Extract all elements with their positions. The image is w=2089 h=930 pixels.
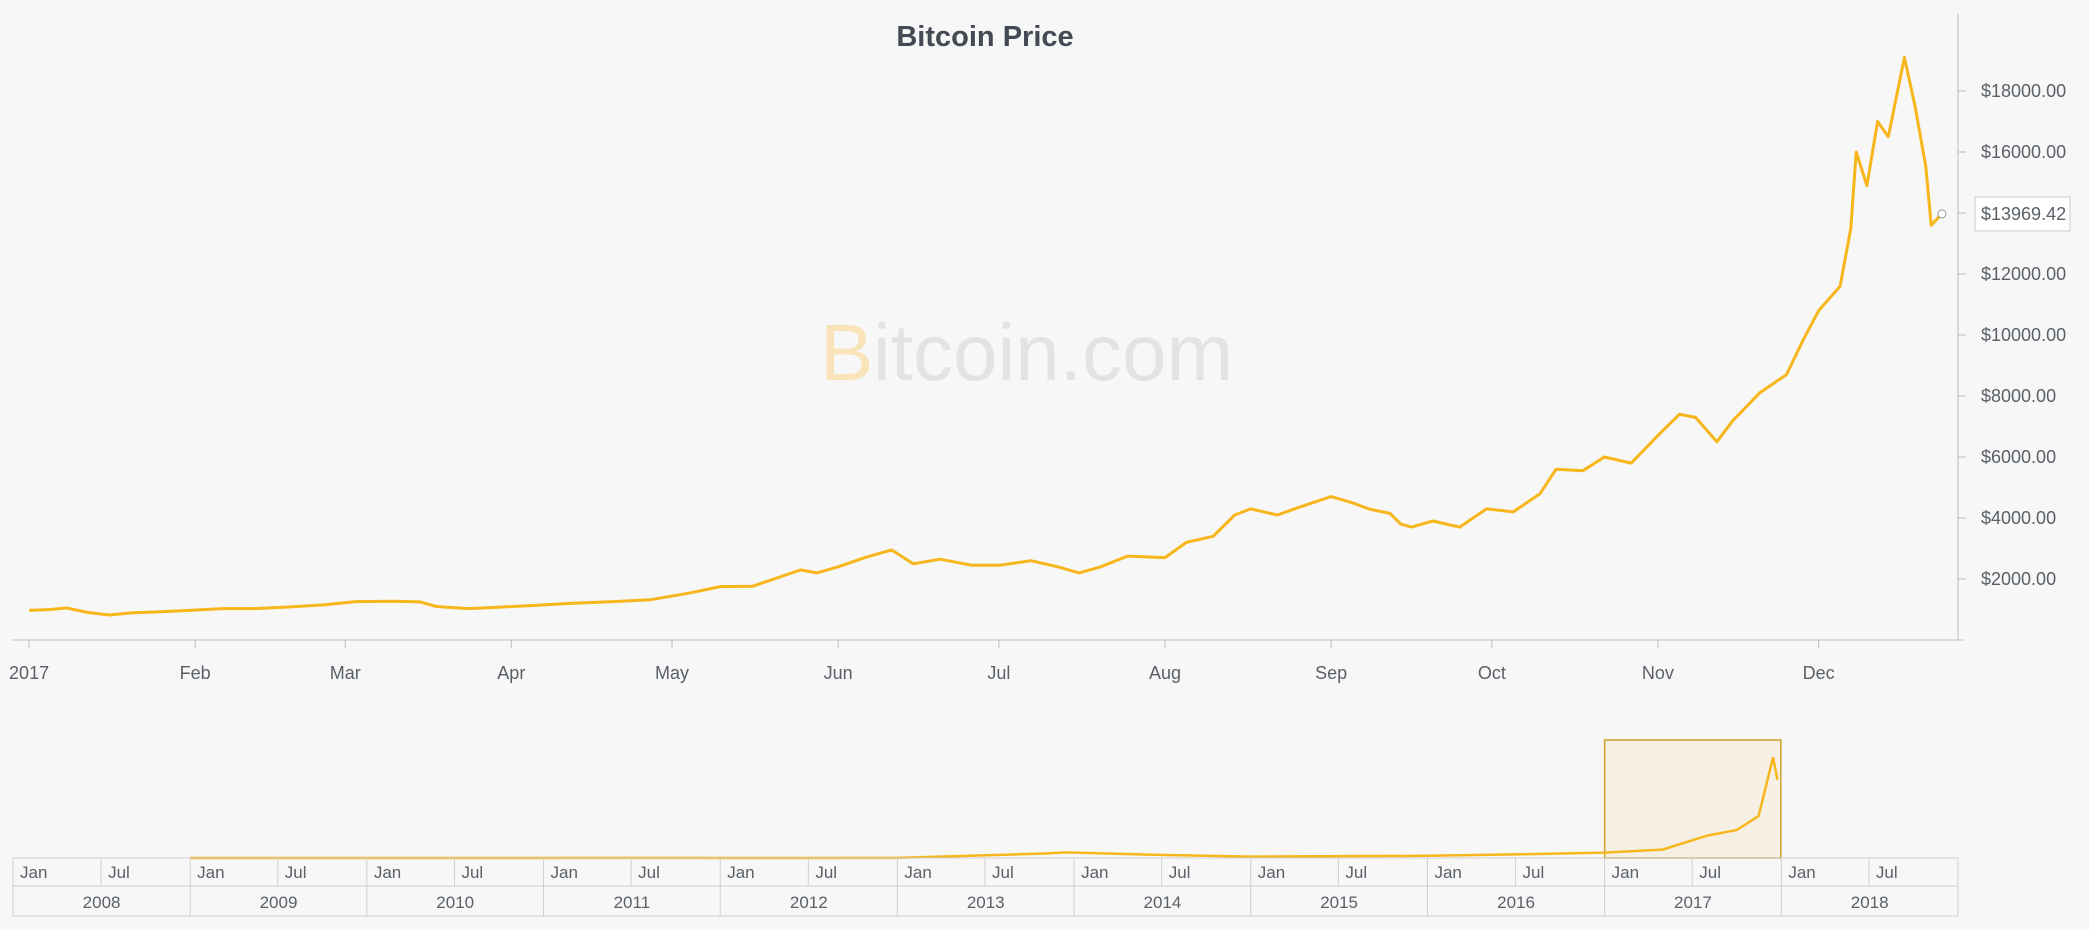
navigator-month-label: Jul bbox=[285, 863, 307, 882]
navigator-series-line bbox=[190, 756, 1779, 860]
y-tick-label: $16000.00 bbox=[1981, 142, 2066, 162]
y-tick-label: $10000.00 bbox=[1981, 325, 2066, 345]
x-tick-label: Feb bbox=[180, 663, 211, 683]
x-tick-label: Sep bbox=[1315, 663, 1347, 683]
x-tick-label: Mar bbox=[330, 663, 361, 683]
x-tick-label: Oct bbox=[1478, 663, 1506, 683]
y-tick-label: $6000.00 bbox=[1981, 447, 2056, 467]
navigator-selection bbox=[1603, 739, 1782, 859]
navigator-year-label: 2016 bbox=[1497, 893, 1535, 912]
navigator-month-label: Jul bbox=[1169, 863, 1191, 882]
navigator-month-label: Jan bbox=[727, 863, 754, 882]
y-tick-label: $8000.00 bbox=[1981, 386, 2056, 406]
navigator-year-label: 2018 bbox=[1851, 893, 1889, 912]
navigator-year-label: 2009 bbox=[260, 893, 298, 912]
navigator-month-label: Jan bbox=[197, 863, 224, 882]
navigator-year-label: 2008 bbox=[83, 893, 121, 912]
last-value-box bbox=[1974, 196, 2071, 232]
navigator-year-label: 2013 bbox=[967, 893, 1005, 912]
x-tick-label: Nov bbox=[1642, 663, 1674, 683]
navigator-month-label: Jul bbox=[1345, 863, 1367, 882]
navigator-month-label: Jul bbox=[815, 863, 837, 882]
navigator-month-label: Jul bbox=[1699, 863, 1721, 882]
navigator-month-label: Jan bbox=[1788, 863, 1815, 882]
navigator-year-label: 2012 bbox=[790, 893, 828, 912]
navigator-month-label: Jan bbox=[20, 863, 47, 882]
y-tick-label: $18000.00 bbox=[1981, 81, 2066, 101]
navigator-year-label: 2017 bbox=[1674, 893, 1712, 912]
range-navigator[interactable]: Jan Jul 2008 Jan Jul 2009 Jan Jul 2010 Jan Jul 2011… bbox=[12, 739, 1959, 917]
navigator-month-label: Jul bbox=[1523, 863, 1545, 882]
last-value-label: $13969.42 bbox=[1981, 204, 2066, 224]
navigator-month-label: Jul bbox=[108, 863, 130, 882]
navigator-year-label: 2010 bbox=[436, 893, 474, 912]
main-plot: $2000.00 $4000.00 $6000.00 $8000.00 $10000.0… bbox=[9, 14, 2071, 683]
x-tick-label: Jun bbox=[824, 663, 853, 683]
last-point-marker bbox=[1937, 209, 1947, 219]
navigator-month-label: Jul bbox=[461, 863, 483, 882]
y-tick-label: $2000.00 bbox=[1981, 569, 2056, 589]
navigator-year-label: 2015 bbox=[1320, 893, 1358, 912]
y-tick-label: $4000.00 bbox=[1981, 508, 2056, 528]
navigator-month-label: Jul bbox=[1876, 863, 1898, 882]
navigator-month-label: Jan bbox=[551, 863, 578, 882]
navigator-month-label: Jan bbox=[374, 863, 401, 882]
watermark-text: itcoin.com bbox=[873, 308, 1233, 397]
navigator-month-label: Jan bbox=[1081, 863, 1108, 882]
x-tick-label: Jul bbox=[987, 663, 1010, 683]
navigator-year-label: 2011 bbox=[614, 893, 651, 912]
navigator-year-label: 2014 bbox=[1144, 893, 1182, 912]
x-tick-label: May bbox=[655, 663, 689, 683]
x-tick-label: 2017 bbox=[9, 663, 49, 683]
chart-title: Bitcoin Price bbox=[896, 21, 1073, 53]
x-tick-label: Apr bbox=[497, 663, 525, 683]
navigator-month-label: Jan bbox=[904, 863, 931, 882]
navigator-month-label: Jan bbox=[1612, 863, 1639, 882]
navigator-month-label: Jan bbox=[1434, 863, 1461, 882]
y-tick-label: $12000.00 bbox=[1981, 264, 2066, 284]
navigator-month-label: Jan bbox=[1258, 863, 1285, 882]
navigator-month-label: Jul bbox=[992, 863, 1014, 882]
x-tick-label: Aug bbox=[1149, 663, 1181, 683]
navigator-month-label: Jul bbox=[638, 863, 660, 882]
watermark-symbol: B bbox=[820, 308, 873, 397]
price-series-line bbox=[29, 56, 1943, 617]
x-tick-label: Dec bbox=[1803, 663, 1835, 683]
